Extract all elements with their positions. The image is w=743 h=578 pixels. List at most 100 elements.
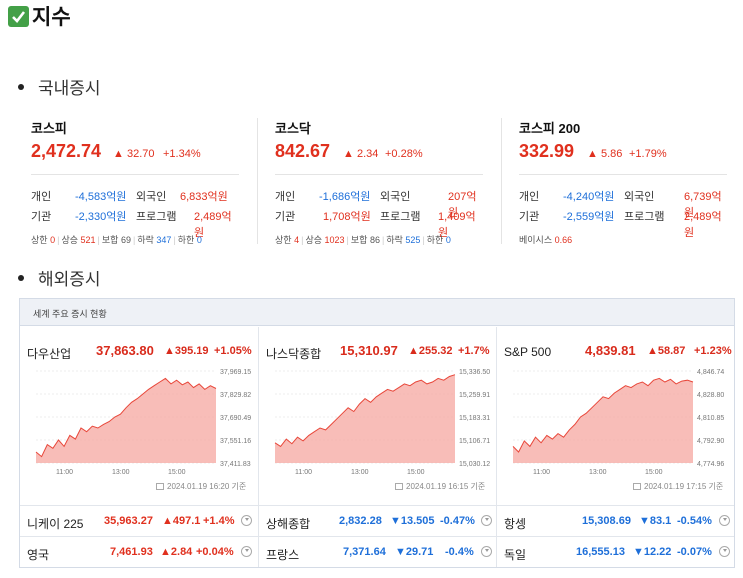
y-tick-label: 15,106.71: [459, 438, 490, 445]
index-value: 842.67: [275, 141, 331, 161]
divider: [519, 174, 727, 175]
quote-rate: -0.54%: [677, 515, 712, 527]
basis-info: 베이시스 0.66: [519, 235, 573, 245]
quote-row: 니케이 225 35,963.27 ▲497.1 +1.4% 상해종합 2,83…: [20, 505, 734, 535]
index-name: 코스닥: [275, 121, 311, 136]
chart-index-value: 4,839.81: [585, 343, 636, 358]
expand-chevron-icon[interactable]: [241, 546, 252, 557]
expand-chevron-icon[interactable]: [719, 515, 730, 526]
index-value: 332.99: [519, 141, 575, 161]
index-change: ▲ 2.34: [343, 148, 379, 160]
calendar-icon: [156, 483, 164, 490]
quote-cell-shanghai[interactable]: 상해종합 2,832.28 ▼13.505 -0.47%: [259, 506, 496, 536]
chart-index-name: 나스닥종합: [266, 347, 322, 361]
chart-index-rate: +1.7%: [458, 345, 490, 357]
x-tick-label: 15:00: [645, 469, 663, 476]
world-markets-header: 세계 주요 증시 현황: [20, 299, 734, 326]
chart-timestamp: 2024.01.19 16:15 기준: [395, 481, 485, 492]
chart-index-rate: +1.05%: [214, 345, 252, 357]
index-line-chart: 37,969.15 37,829.82 37,690.49 37,551.16 37,4…: [35, 369, 251, 476]
y-tick-label: 4,774.96: [697, 461, 724, 468]
chart-area: [513, 378, 693, 463]
page-title: 지수: [8, 4, 71, 29]
quote-change: ▼83.1: [639, 515, 672, 527]
expand-chevron-icon[interactable]: [481, 515, 492, 526]
quote-name: 항셍: [504, 517, 527, 531]
chart-index-change: ▲255.32: [408, 345, 453, 357]
panel-divider: [501, 118, 502, 244]
quote-cell-germany[interactable]: 독일 16,555.13 ▼12.22 -0.07%: [497, 537, 734, 567]
y-tick-label: 37,969.15: [220, 369, 251, 376]
x-tick-label: 13:00: [351, 469, 369, 476]
y-tick-label: 15,336.50: [459, 369, 490, 376]
quote-change: ▼13.505: [390, 515, 435, 527]
index-rate: +1.34%: [163, 148, 201, 160]
expand-chevron-icon[interactable]: [241, 515, 252, 526]
chart-cell-nasdaq[interactable]: 나스닥종합 15,310.97 ▲255.32 +1.7% 15,336.50 1…: [259, 327, 496, 503]
bullet-dot: [18, 274, 24, 281]
overseas-heading: 해외증시: [18, 265, 101, 290]
calendar-icon: [633, 483, 641, 490]
quote-rate: +0.04%: [196, 546, 234, 558]
bullet-dot: [18, 83, 24, 90]
investor-row: 개인 -1,686억원 외국인 207억원: [275, 191, 477, 219]
y-tick-label: 15,030.12: [459, 461, 490, 468]
index-line-chart: 4,846.74 4,828.80 4,810.85 4,792.90 4,774.96…: [512, 369, 724, 476]
page-title-text: 지수: [32, 6, 71, 29]
chart-index-change: ▲58.87: [647, 345, 686, 357]
quote-value: 15,308.69: [582, 515, 631, 527]
chart-timestamp: 2024.01.19 16:20 기준: [156, 481, 246, 492]
expand-chevron-icon[interactable]: [719, 546, 730, 557]
chart-line: [35, 377, 217, 458]
quote-cell-france[interactable]: 프랑스 7,371.64 ▼29.71 -0.4%: [259, 537, 496, 567]
quote-rate: +1.4%: [203, 515, 235, 527]
y-tick-label: 37,411.83: [220, 461, 251, 468]
domestic-heading-text: 국내증시: [38, 79, 101, 98]
chart-index-value: 15,310.97: [340, 343, 398, 358]
x-tick-label: 11:00: [295, 469, 312, 476]
y-tick-label: 37,551.16: [220, 438, 251, 445]
calendar-icon: [395, 483, 403, 490]
chart-area: [36, 378, 216, 463]
chart-line: [274, 374, 456, 448]
domestic-heading: 국내증시: [18, 74, 101, 99]
quote-value: 2,832.28: [339, 515, 382, 527]
quote-change: ▲2.84: [160, 546, 193, 558]
column-divider: [258, 327, 259, 567]
investor-row: 기관 -2,330억원 프로그램 2,489억원: [31, 211, 232, 239]
chart-index-name: 다우산업: [27, 347, 72, 361]
quote-change: ▲497.1: [162, 515, 201, 527]
quote-rate: -0.07%: [677, 546, 712, 558]
y-tick-label: 4,828.80: [697, 392, 724, 399]
index-panel-kosdaq[interactable]: 코스닥 842.67 ▲ 2.34 +0.28% 개인 -1,686억원 외국인…: [275, 112, 493, 248]
chart-timestamp: 2024.01.19 17:15 기준: [633, 481, 723, 492]
quote-value: 35,963.27: [104, 515, 153, 527]
y-tick-label: 15,183.31: [459, 415, 490, 422]
check-icon: [8, 5, 29, 27]
index-panel-kospi200[interactable]: 코스피 200 332.99 ▲ 5.86 +1.79% 개인 -4,240억원…: [519, 112, 737, 248]
investor-row: 기관 1,708억원 프로그램 1,409억원: [275, 211, 476, 239]
quote-cell-hangseng[interactable]: 항셍 15,308.69 ▼83.1 -0.54%: [497, 506, 734, 536]
investor-row: 개인 -4,583억원 외국인 6,833억원: [31, 191, 228, 203]
divider: [275, 174, 483, 175]
quote-value: 7,371.64: [343, 546, 386, 558]
quote-rate: -0.47%: [440, 515, 475, 527]
index-line-chart: 15,336.50 15,259.91 15,183.31 15,106.71 15,0…: [274, 369, 490, 476]
divider: [31, 174, 239, 175]
expand-chevron-icon[interactable]: [481, 546, 492, 557]
chart-cell-sp500[interactable]: S&P 500 4,839.81 ▲58.87 +1.23% 4,846.74 4…: [497, 327, 734, 503]
chart-index-value: 37,863.80: [96, 343, 154, 358]
x-tick-label: 13:00: [112, 469, 130, 476]
chart-cell-dow[interactable]: 다우산업 37,863.80 ▲395.19 +1.05% 37,969.15 3…: [20, 327, 258, 503]
y-tick-label: 4,792.90: [697, 438, 724, 445]
panel-divider: [257, 118, 258, 244]
chart-index-rate: +1.23%: [694, 345, 732, 357]
index-change: ▲ 5.86: [587, 148, 623, 160]
quote-cell-uk[interactable]: 영국 7,461.93 ▲2.84 +0.04%: [20, 537, 258, 567]
index-panel-kospi[interactable]: 코스피 2,472.74 ▲ 32.70 +1.34% 개인 -4,583억원 …: [31, 112, 249, 248]
quote-cell-nikkei[interactable]: 니케이 225 35,963.27 ▲497.1 +1.4%: [20, 506, 258, 536]
y-tick-label: 4,846.74: [697, 369, 724, 376]
quote-value: 7,461.93: [110, 546, 153, 558]
index-name: 코스피: [31, 121, 67, 136]
x-tick-label: 11:00: [533, 469, 550, 476]
